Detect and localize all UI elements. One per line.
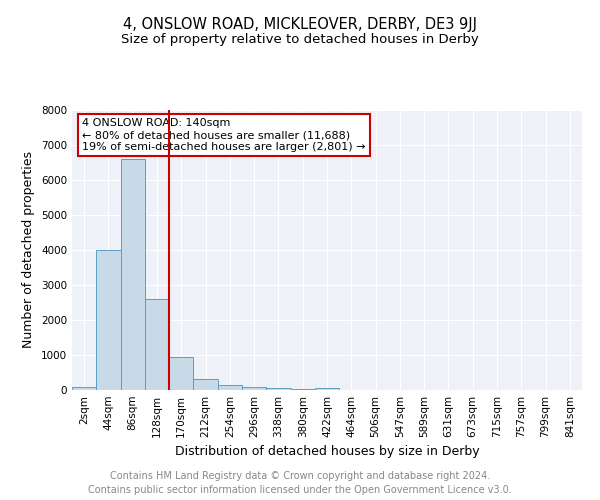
Bar xyxy=(121,159,145,390)
Bar xyxy=(96,250,121,390)
Text: Size of property relative to detached houses in Derby: Size of property relative to detached ho… xyxy=(121,32,479,46)
Bar xyxy=(266,388,290,390)
Bar xyxy=(169,357,193,390)
Bar xyxy=(315,388,339,390)
Bar xyxy=(193,379,218,390)
Y-axis label: Number of detached properties: Number of detached properties xyxy=(22,152,35,348)
Bar xyxy=(72,387,96,390)
Bar xyxy=(242,387,266,390)
Text: 4, ONSLOW ROAD, MICKLEOVER, DERBY, DE3 9JJ: 4, ONSLOW ROAD, MICKLEOVER, DERBY, DE3 9… xyxy=(123,18,477,32)
Text: Contains HM Land Registry data © Crown copyright and database right 2024.
Contai: Contains HM Land Registry data © Crown c… xyxy=(88,471,512,495)
Text: 4 ONSLOW ROAD: 140sqm
← 80% of detached houses are smaller (11,688)
19% of semi-: 4 ONSLOW ROAD: 140sqm ← 80% of detached … xyxy=(82,118,366,152)
Bar xyxy=(218,386,242,390)
Bar xyxy=(145,299,169,390)
Bar xyxy=(290,388,315,390)
X-axis label: Distribution of detached houses by size in Derby: Distribution of detached houses by size … xyxy=(175,446,479,458)
